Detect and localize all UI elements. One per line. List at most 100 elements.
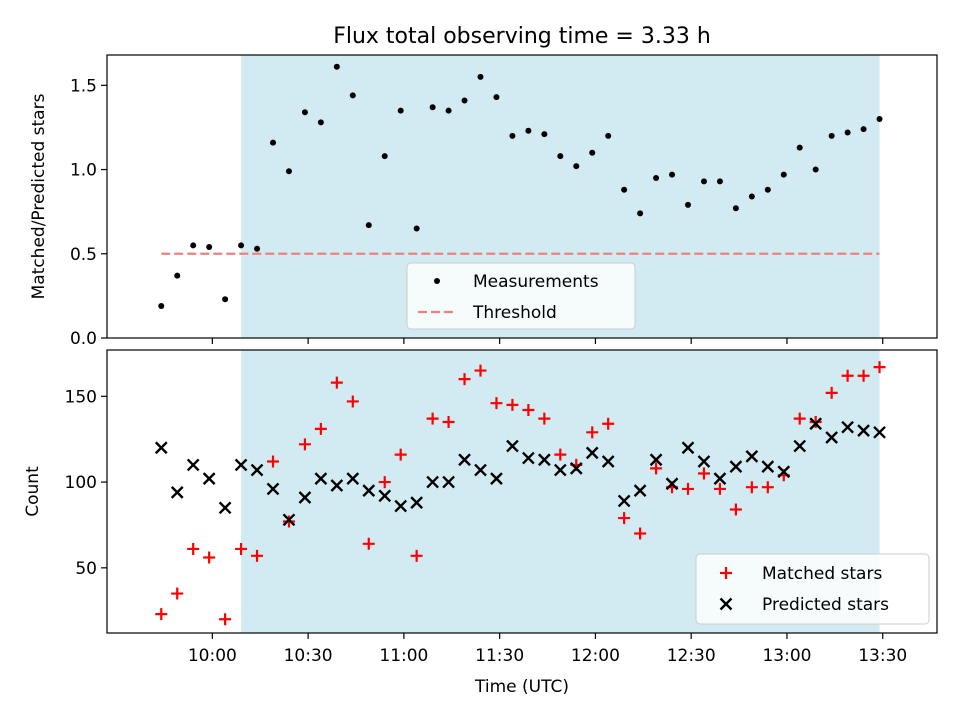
predicted-star-point xyxy=(809,417,823,431)
measurement-point xyxy=(413,225,420,232)
matched-star-point xyxy=(554,448,567,461)
axes-frame xyxy=(106,54,938,339)
matched-star-point xyxy=(682,482,694,495)
predicted-star-point xyxy=(394,499,408,513)
matched-star-point xyxy=(203,551,216,564)
measurement-point xyxy=(317,119,324,126)
x-tick-label: 12:30 xyxy=(667,646,716,666)
matched-star-point xyxy=(586,426,599,439)
predicted-star-point xyxy=(553,463,567,477)
predicted-star-point xyxy=(458,453,471,467)
legend-label: Matched stars xyxy=(762,564,882,584)
measurement-point xyxy=(477,73,484,80)
matched-star-point xyxy=(618,512,631,525)
matched-star-point xyxy=(442,416,455,429)
matched-star-point xyxy=(378,476,391,489)
matched-star-point xyxy=(219,613,232,626)
measurement-point xyxy=(285,168,292,175)
matched-star-point xyxy=(330,376,343,389)
measurement-point xyxy=(509,132,516,139)
predicted-star-point xyxy=(410,496,424,509)
measurement-point xyxy=(700,178,707,185)
predicted-star-point xyxy=(266,482,280,496)
predicted-star-point xyxy=(793,439,807,453)
predicted-star-point xyxy=(314,472,328,485)
measurement-point xyxy=(732,205,739,212)
predicted-star-point xyxy=(649,453,663,467)
matched-star-point xyxy=(809,416,822,429)
measurement-point xyxy=(206,244,213,251)
predicted-star-point xyxy=(873,425,886,439)
legend-box xyxy=(695,553,930,625)
measurement-point xyxy=(605,132,612,139)
matched-star-point xyxy=(346,395,359,408)
measurement-point xyxy=(461,97,468,104)
legend: Matched stars Predicted stars xyxy=(695,553,930,625)
series-matched-stars xyxy=(155,361,886,626)
predicted-star-point xyxy=(713,472,727,485)
y-tick-label: 50 xyxy=(75,559,97,579)
predicted-star-point xyxy=(729,460,743,473)
matched-star-point xyxy=(394,448,407,461)
panel-1: 0.0 0.5 1.0 1.5 Matched/Predicted stars Measu… xyxy=(29,54,938,349)
legend-label: Measurements xyxy=(473,272,599,292)
predicted-star-point xyxy=(681,441,695,455)
predicted-star-point xyxy=(474,463,487,477)
matched-star-point xyxy=(490,397,503,410)
predicted-star-point xyxy=(330,479,344,492)
matched-star-point xyxy=(298,438,311,451)
x-tick-label: 11:30 xyxy=(475,646,524,666)
predicted-star-point xyxy=(426,475,439,489)
matched-star-point xyxy=(873,361,886,374)
predicted-star-point xyxy=(745,449,759,463)
legend: Measurements Threshold xyxy=(406,262,636,330)
matched-star-point xyxy=(825,386,838,399)
matched-star-point xyxy=(634,527,647,540)
matched-star-point xyxy=(538,412,551,425)
matched-star-point xyxy=(251,549,264,562)
matched-star-point xyxy=(410,549,423,562)
measurement-point xyxy=(860,126,867,133)
measurement-point xyxy=(557,153,564,160)
predicted-star-point xyxy=(761,460,775,473)
legend-marker-x xyxy=(719,597,733,611)
predicted-star-point xyxy=(522,451,535,465)
x-tick-label: 12:00 xyxy=(571,646,620,666)
matched-star-point xyxy=(857,369,870,382)
predicted-star-point xyxy=(282,513,296,527)
matched-star-point xyxy=(474,364,487,377)
matched-star-point xyxy=(602,417,615,430)
measurement-point xyxy=(764,186,771,193)
predicted-star-point xyxy=(569,461,583,475)
measurement-point xyxy=(637,210,644,217)
y-axis-label: Matched/Predicted stars xyxy=(29,93,49,299)
y-tick-label: 0.0 xyxy=(70,329,97,349)
matched-star-point xyxy=(522,404,535,417)
predicted-star-point xyxy=(250,463,264,477)
matched-star-point xyxy=(171,587,184,600)
predicted-star-point xyxy=(170,486,184,499)
measurement-point xyxy=(365,222,372,229)
measurement-point xyxy=(844,129,851,136)
y-tick-label: 1.0 xyxy=(70,161,97,181)
legend-box xyxy=(406,262,636,330)
legend-label: Predicted stars xyxy=(762,595,889,615)
measurement-point xyxy=(174,272,181,279)
predicted-star-point xyxy=(298,491,312,504)
matched-star-point xyxy=(187,542,200,555)
matched-star-point xyxy=(506,398,519,411)
measurement-point xyxy=(796,144,803,151)
matched-star-point xyxy=(745,481,758,494)
y-tick-label: 100 xyxy=(65,473,97,493)
predicted-star-point xyxy=(777,465,791,479)
measurement-point xyxy=(876,116,883,123)
predicted-star-point xyxy=(378,489,392,503)
matched-star-point xyxy=(841,369,854,382)
matched-star-point xyxy=(155,608,168,621)
x-tick-label: 10:30 xyxy=(284,646,333,666)
matched-star-point xyxy=(793,412,806,425)
predicted-star-point xyxy=(186,458,200,472)
measurement-point xyxy=(748,193,755,200)
